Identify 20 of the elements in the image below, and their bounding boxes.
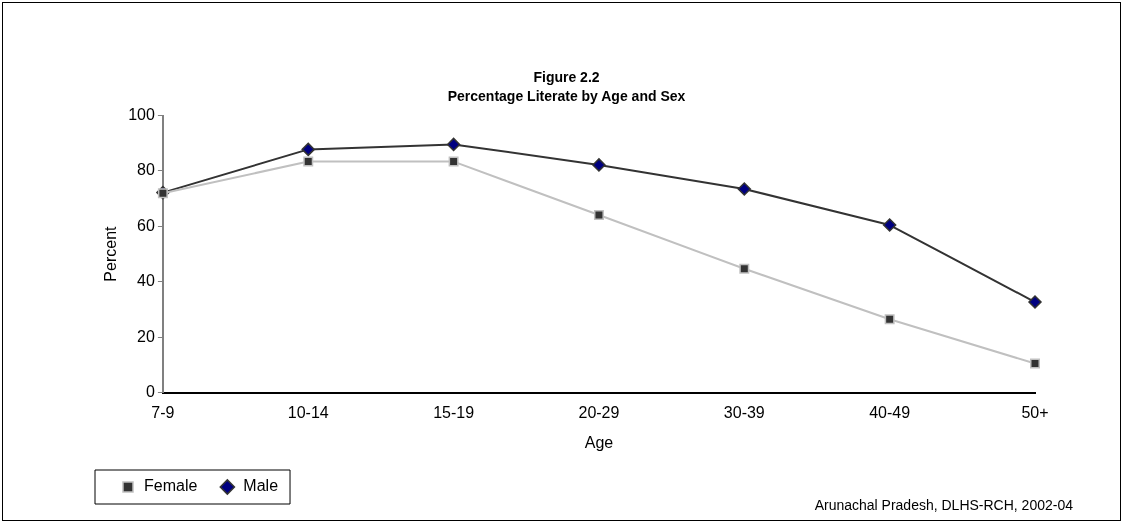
x-tick-label: 50+: [1021, 403, 1049, 421]
y-tick-label: 80: [137, 161, 155, 179]
x-axis-title: Age: [584, 433, 614, 451]
legend-label: Female: [144, 477, 198, 495]
x-tick-label: 15-19: [433, 403, 475, 421]
y-axis-title: Percent: [102, 225, 120, 282]
y-tick-label: 20: [137, 327, 155, 345]
y-tick-label: 0: [145, 383, 155, 401]
y-tick-label: 100: [128, 106, 155, 124]
y-tick-label: 40: [137, 272, 155, 290]
chart-subtitle: Percentage Literate by Age and Sex: [447, 88, 686, 105]
x-tick-label: 7-9: [151, 403, 175, 421]
y-tick-label: 60: [137, 216, 155, 234]
x-tick-label: 20-29: [578, 403, 620, 421]
x-tick-label: 10-14: [287, 403, 329, 421]
x-tick-label: 30-39: [723, 403, 765, 421]
legend-label: Male: [243, 477, 279, 495]
x-tick-label: 40-49: [869, 403, 911, 421]
chart-title: Figure 2.2: [533, 69, 600, 86]
text: Arunachal Pradesh, DLHS-RCH, 2002-04: [814, 496, 1074, 513]
